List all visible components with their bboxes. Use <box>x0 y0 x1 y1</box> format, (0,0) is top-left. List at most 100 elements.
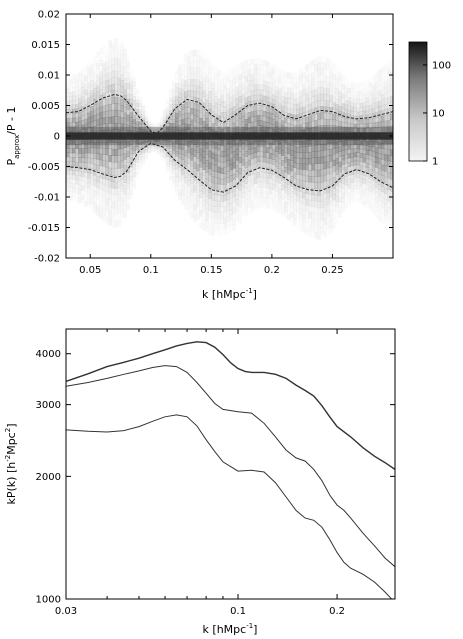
density-cell <box>126 177 130 184</box>
density-cell <box>141 153 146 157</box>
density-cell <box>190 200 194 207</box>
density-cell <box>211 111 215 118</box>
density-cell <box>153 139 158 142</box>
density-cell <box>126 72 130 79</box>
density-cell <box>353 181 358 186</box>
density-cell <box>241 148 246 155</box>
density-cell <box>193 73 197 80</box>
density-cell <box>181 64 184 69</box>
density-cell <box>208 61 211 67</box>
density-cell <box>296 109 300 115</box>
density-cell <box>353 168 358 174</box>
density-cell <box>93 120 97 127</box>
density-cell <box>290 145 294 151</box>
density-cell <box>223 195 227 202</box>
density-cell <box>117 168 121 176</box>
density-cell <box>326 88 330 96</box>
density-cell <box>105 185 109 193</box>
density-cell <box>362 192 367 198</box>
density-cell <box>347 153 352 159</box>
density-cell <box>72 87 76 92</box>
density-cell <box>253 84 258 91</box>
density-cell <box>153 148 158 150</box>
density-cell <box>308 188 312 195</box>
density-cell <box>335 82 339 89</box>
density-cell <box>374 87 379 93</box>
density-cell <box>365 97 370 102</box>
density-cell <box>293 204 297 211</box>
density-cell <box>386 102 391 110</box>
density-cell <box>165 163 170 167</box>
density-cell <box>326 167 330 175</box>
density-cell <box>66 182 70 188</box>
density-cell <box>117 193 121 201</box>
density-cell <box>284 187 288 193</box>
density-cell <box>359 102 364 108</box>
density-cell <box>105 192 109 199</box>
density-cell <box>111 116 115 124</box>
density-cell <box>374 82 379 88</box>
density-cell <box>278 69 281 74</box>
density-cell <box>250 85 255 91</box>
density-cell <box>132 138 137 143</box>
density-cell <box>187 78 191 85</box>
density-cell <box>284 97 288 103</box>
density-cell <box>132 127 137 132</box>
density-cell <box>326 106 330 114</box>
density-cell <box>165 116 170 119</box>
density-cell <box>66 105 70 111</box>
density-cell <box>389 149 393 156</box>
density-cell <box>317 74 321 82</box>
density-cell <box>156 144 161 146</box>
density-cell <box>117 78 121 85</box>
density-cell <box>302 117 306 125</box>
density-cell <box>372 204 375 209</box>
density-cell <box>253 178 258 185</box>
density-cell <box>135 124 140 129</box>
density-cell <box>126 104 130 110</box>
density-cell <box>290 176 294 182</box>
density-cell <box>299 86 302 92</box>
density-cell <box>211 117 215 124</box>
density-cell <box>120 204 124 211</box>
density-cell <box>256 120 261 126</box>
density-cell <box>193 67 197 74</box>
density-cell <box>236 222 239 228</box>
density-cell <box>281 81 284 86</box>
density-cell <box>66 92 70 98</box>
density-cell <box>229 113 233 120</box>
density-cell <box>350 178 355 183</box>
density-cell <box>326 149 330 156</box>
density-cell <box>120 173 124 180</box>
density-cell <box>299 80 303 86</box>
density-cell <box>181 194 185 201</box>
density-cell <box>133 77 136 81</box>
density-cell <box>371 122 376 128</box>
density-cell <box>93 115 97 122</box>
density-cell <box>277 128 282 134</box>
density-cell <box>268 163 273 169</box>
density-cell <box>362 115 367 120</box>
density-cell <box>229 164 233 171</box>
density-cell <box>262 151 267 158</box>
density-cell <box>202 72 206 79</box>
density-cell <box>256 84 261 90</box>
density-cell <box>329 77 333 84</box>
density-cell <box>386 137 391 144</box>
density-cell <box>377 100 382 107</box>
density-cell <box>87 82 91 89</box>
density-cell <box>214 171 218 178</box>
density-cell <box>171 168 176 174</box>
density-cell <box>126 156 130 163</box>
density-cell <box>348 197 351 202</box>
density-cell <box>320 233 323 240</box>
density-cell <box>75 108 79 114</box>
density-cell <box>147 124 152 127</box>
density-cell <box>302 198 306 205</box>
density-cell <box>138 152 143 155</box>
density-cell <box>274 191 279 197</box>
density-cell <box>193 186 197 193</box>
density-cell <box>389 161 393 168</box>
density-cell <box>144 127 149 130</box>
density-cell <box>193 120 197 128</box>
